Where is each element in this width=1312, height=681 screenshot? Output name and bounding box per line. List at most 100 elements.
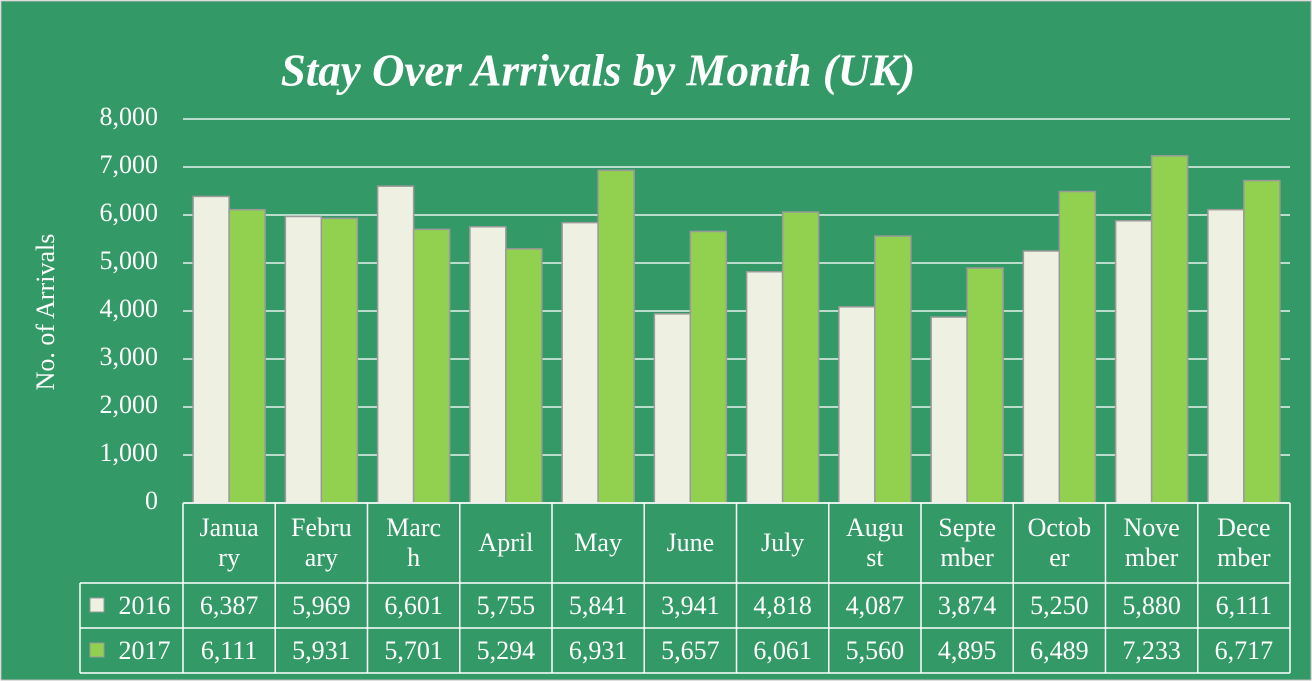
data-table-value-text: 4,087 xyxy=(845,590,905,620)
bar xyxy=(320,217,359,504)
legend-label: 2017 xyxy=(106,628,183,673)
data-table-value: 5,880 xyxy=(1106,583,1198,628)
data-table-value: 6,387 xyxy=(183,583,275,628)
category-label-text: December xyxy=(1217,513,1271,572)
data-table-value: 5,701 xyxy=(368,628,460,673)
category-label: February xyxy=(275,503,367,583)
bar xyxy=(745,270,784,504)
data-table-value: 6,111 xyxy=(1198,583,1290,628)
data-table-value: 6,717 xyxy=(1198,628,1290,673)
bar xyxy=(689,230,728,504)
y-tick-label: 2,000 xyxy=(100,390,159,419)
category-label-text: October xyxy=(1027,513,1092,572)
bar xyxy=(966,267,1004,504)
bar xyxy=(838,306,876,504)
y-tick-label: 3,000 xyxy=(100,342,159,371)
data-table-value-text: 6,931 xyxy=(568,635,628,665)
data-table-value-text: 5,880 xyxy=(1122,590,1181,620)
data-table-value-text: 6,111 xyxy=(200,635,258,665)
data-table-value: 5,841 xyxy=(552,583,644,628)
data-table-value: 4,895 xyxy=(921,628,1013,673)
data-table-value: 5,657 xyxy=(644,628,736,673)
data-table-value: 5,250 xyxy=(1013,583,1105,628)
bar xyxy=(284,215,323,504)
y-tick-label: 1,000 xyxy=(100,438,159,467)
data-table-value: 4,087 xyxy=(829,583,921,628)
category-label-text: March xyxy=(386,513,442,572)
data-table-value-text: 4,818 xyxy=(753,590,812,620)
legend-label-text: 2017 xyxy=(118,635,171,665)
bar xyxy=(1058,190,1097,504)
bar xyxy=(597,169,635,504)
category-label: October xyxy=(1013,503,1105,583)
bar xyxy=(1207,208,1245,504)
category-label-text: January xyxy=(199,513,259,572)
bar xyxy=(505,248,543,504)
category-label: March xyxy=(368,503,460,583)
category-label: January xyxy=(183,503,275,583)
data-table-value: 6,489 xyxy=(1013,628,1105,673)
category-label: April xyxy=(460,503,552,583)
data-table-value: 7,233 xyxy=(1106,628,1198,673)
data-table-value-text: 5,931 xyxy=(292,635,351,665)
data-table-value: 4,818 xyxy=(737,583,829,628)
data-table-value-text: 6,717 xyxy=(1214,635,1274,665)
data-table-value-text: 3,874 xyxy=(937,590,997,620)
category-label: November xyxy=(1106,503,1198,583)
chart-title: Stay Over Arrivals by Month (UK) xyxy=(281,45,916,95)
category-label-text: February xyxy=(291,513,352,572)
legend-swatch xyxy=(89,642,105,658)
bar xyxy=(469,226,507,504)
category-label: December xyxy=(1198,503,1290,583)
data-table-value-text: 7,233 xyxy=(1122,635,1181,665)
bar xyxy=(1243,179,1281,504)
y-tick-label: 7,000 xyxy=(100,150,159,179)
data-table-value: 6,111 xyxy=(183,628,275,673)
category-label: September xyxy=(921,503,1013,583)
category-label: August xyxy=(829,503,921,583)
y-tick-label: 4,000 xyxy=(100,294,159,323)
data-table-value: 5,755 xyxy=(460,583,552,628)
data-table-value: 5,931 xyxy=(275,628,367,673)
y-tick-label: 5,000 xyxy=(100,246,159,275)
data-table-value-text: 3,941 xyxy=(661,590,720,620)
data-table-value: 6,931 xyxy=(552,628,644,673)
data-table-value-text: 4,895 xyxy=(937,635,997,665)
category-label: June xyxy=(644,503,736,583)
category-label-text: September xyxy=(938,513,996,572)
category-label-text: May xyxy=(574,528,622,557)
data-table-value-text: 5,294 xyxy=(476,635,536,665)
bar xyxy=(192,195,230,504)
data-table-value-text: 5,250 xyxy=(1030,590,1089,620)
data-table-value-text: 6,061 xyxy=(753,635,812,665)
y-tick-label: 0 xyxy=(145,486,158,515)
bar xyxy=(376,185,415,504)
legend-swatch xyxy=(89,597,105,613)
bar xyxy=(412,228,451,504)
category-label-text: April xyxy=(478,528,534,557)
data-table-value: 6,601 xyxy=(368,583,460,628)
legend-label-text: 2016 xyxy=(118,590,171,620)
y-tick-label: 6,000 xyxy=(100,198,159,227)
category-label-text: July xyxy=(760,528,805,557)
bar xyxy=(930,316,968,504)
category-label-text: June xyxy=(666,528,715,557)
data-table-value-text: 5,969 xyxy=(292,590,351,620)
data-table-value: 6,061 xyxy=(737,628,829,673)
bar xyxy=(228,208,266,504)
data-table-value-text: 5,841 xyxy=(568,590,628,620)
data-table-value: 5,969 xyxy=(275,583,367,628)
data-table-value-text: 5,701 xyxy=(384,635,443,665)
data-table-value: 5,294 xyxy=(460,628,552,673)
data-table-value-text: 5,755 xyxy=(476,590,536,620)
category-label: July xyxy=(737,503,829,583)
data-table-value: 3,941 xyxy=(644,583,736,628)
bar xyxy=(1022,250,1061,504)
data-table-value-text: 6,387 xyxy=(199,590,259,620)
y-tick-label: 8,000 xyxy=(100,102,159,131)
category-label-text: November xyxy=(1123,513,1180,572)
data-table-value-text: 5,560 xyxy=(845,635,905,665)
bar xyxy=(561,221,599,504)
